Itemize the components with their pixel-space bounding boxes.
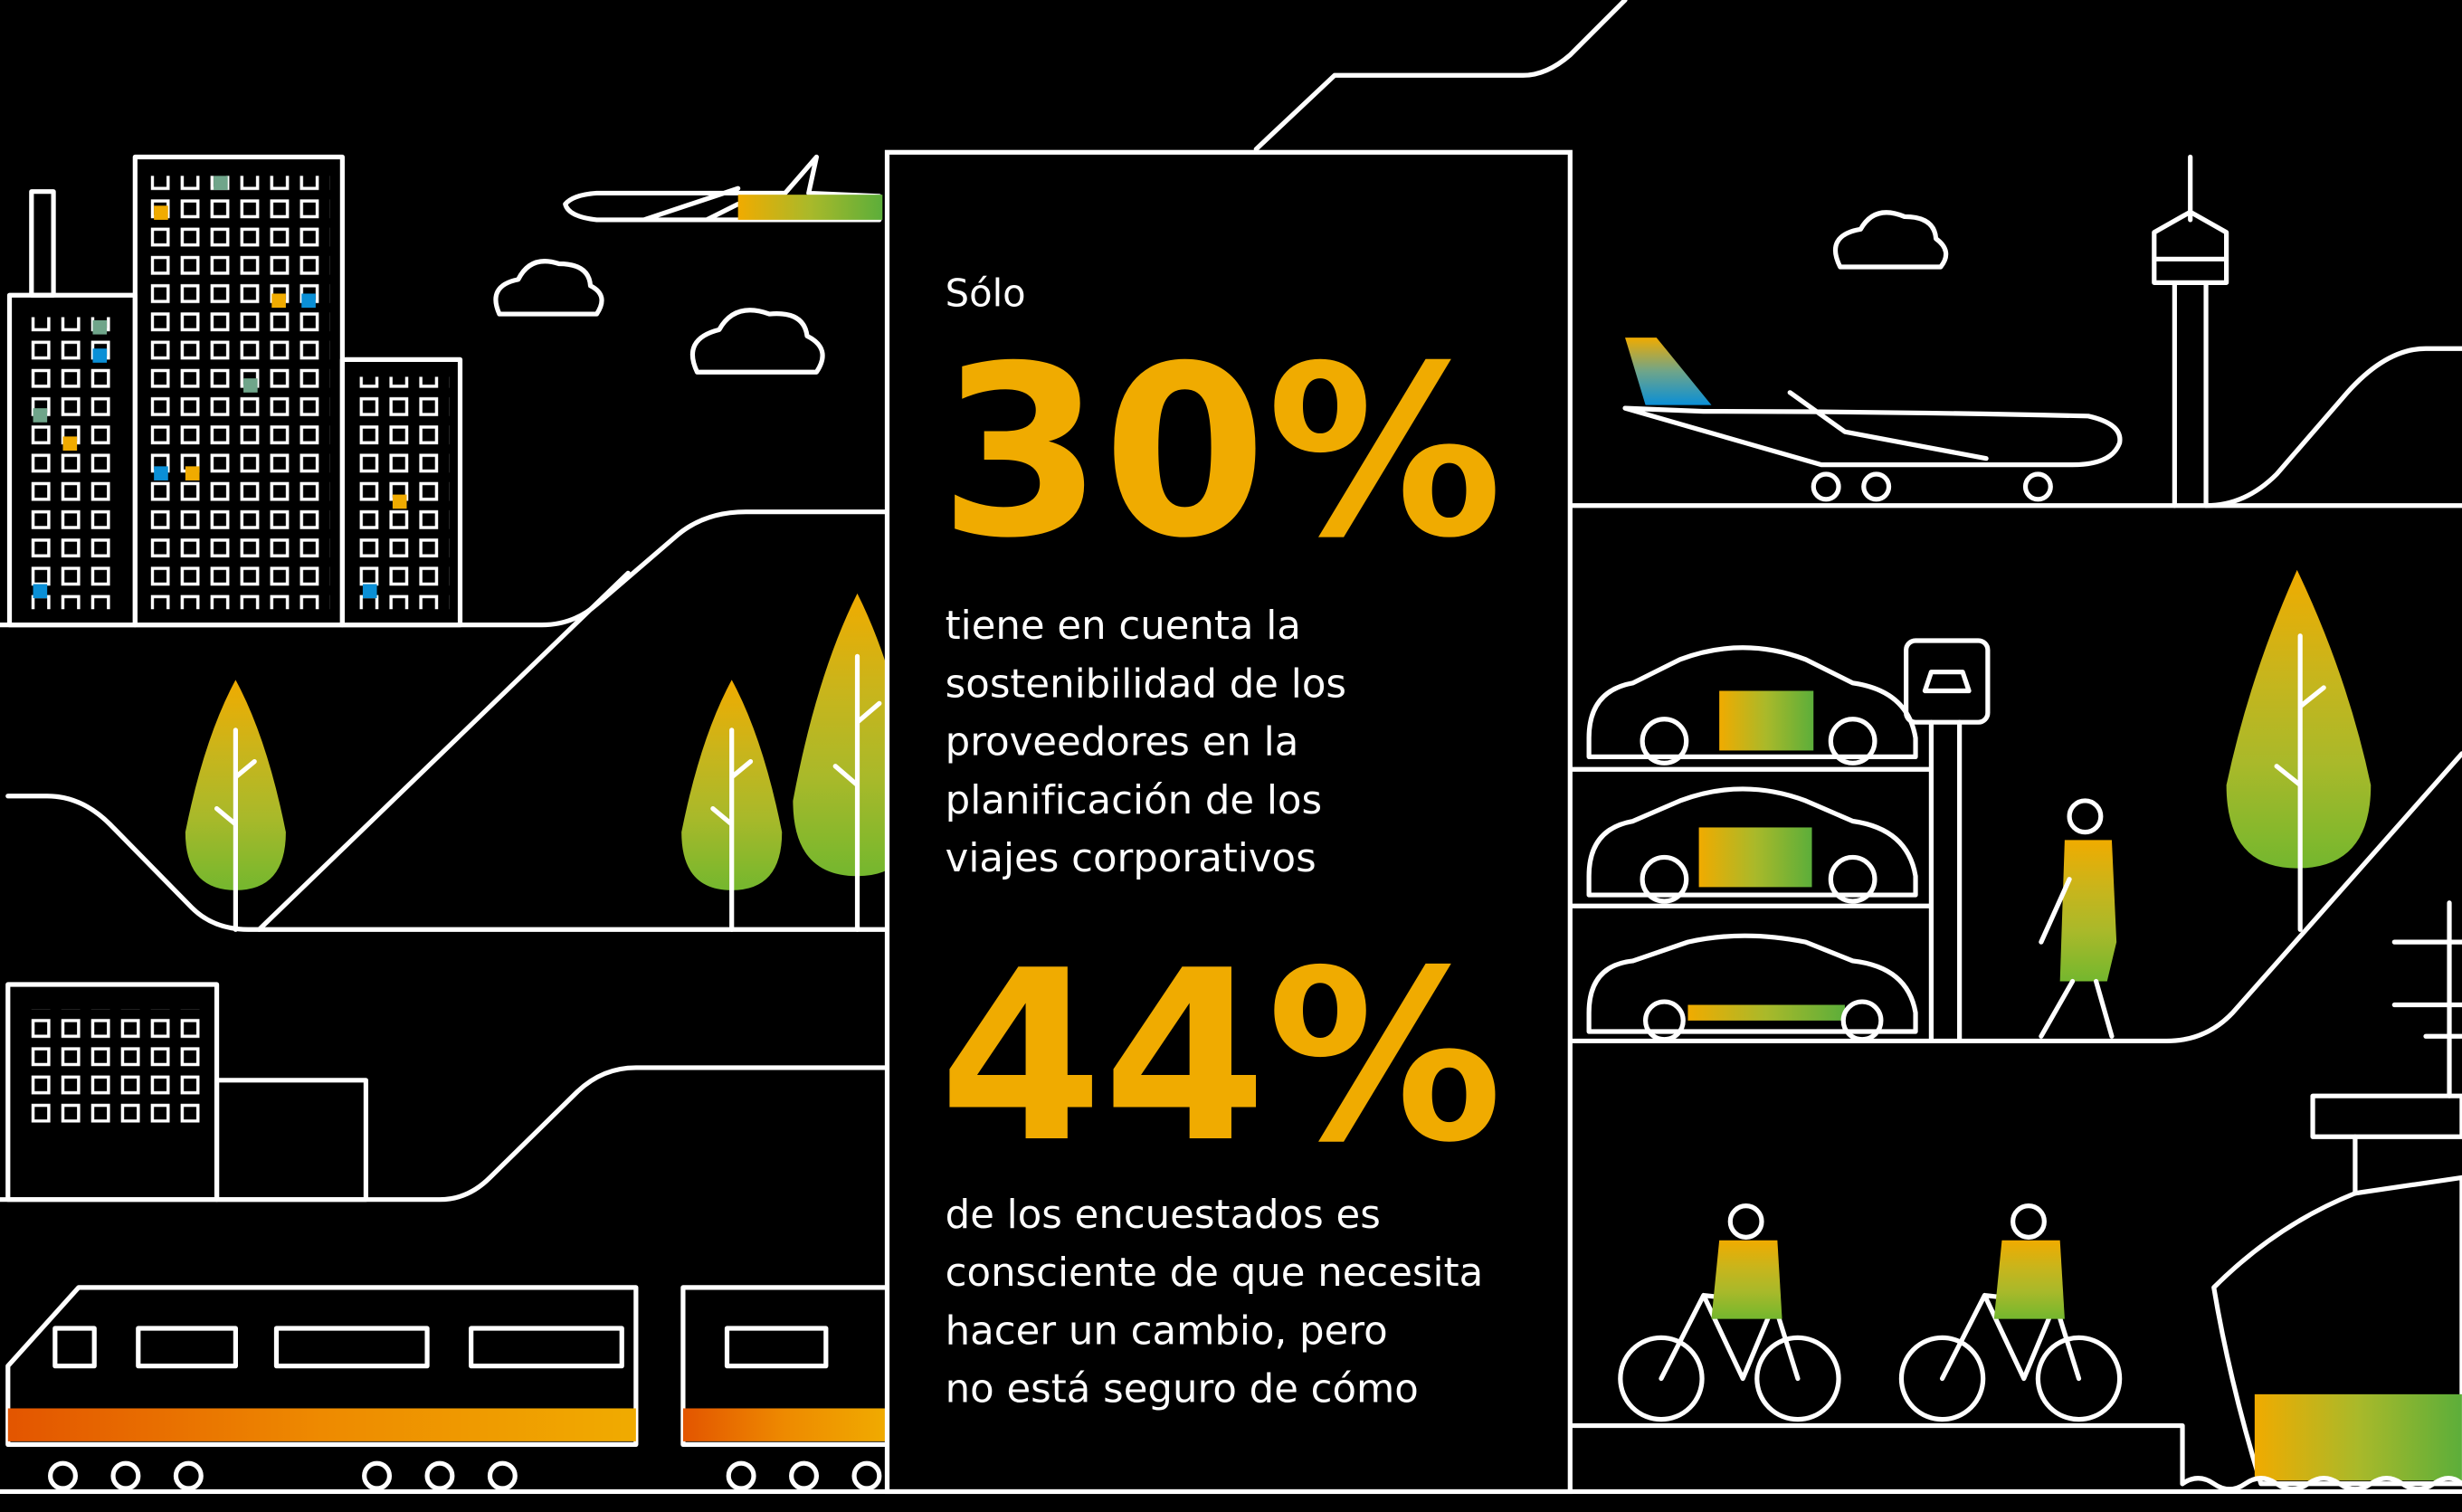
- text-block-1: tiene en cuenta la sostenibilidad de los p…: [946, 604, 1346, 881]
- text-line: consciente de que necesita: [946, 1250, 1483, 1296]
- stat-30: 30%: [939, 316, 1503, 590]
- intro: Sólo: [946, 271, 1026, 315]
- text-line: de los encuestados es: [946, 1193, 1381, 1238]
- text-line: sostenibilidad de los: [946, 661, 1346, 707]
- text-line: no está seguro de cómo: [946, 1367, 1419, 1412]
- text-line: planificación de los: [946, 778, 1322, 823]
- text-line: viajes corporativos: [946, 836, 1317, 881]
- text-line: proveedores en la: [946, 720, 1299, 766]
- text-line: tiene en cuenta la: [946, 604, 1301, 649]
- stat-44: 44%: [939, 920, 1503, 1194]
- text-block-2: de los encuestados es consciente de que n…: [946, 1193, 1483, 1412]
- stat-panel: [884, 149, 1573, 1495]
- text-line: hacer un cambio, pero: [946, 1308, 1388, 1354]
